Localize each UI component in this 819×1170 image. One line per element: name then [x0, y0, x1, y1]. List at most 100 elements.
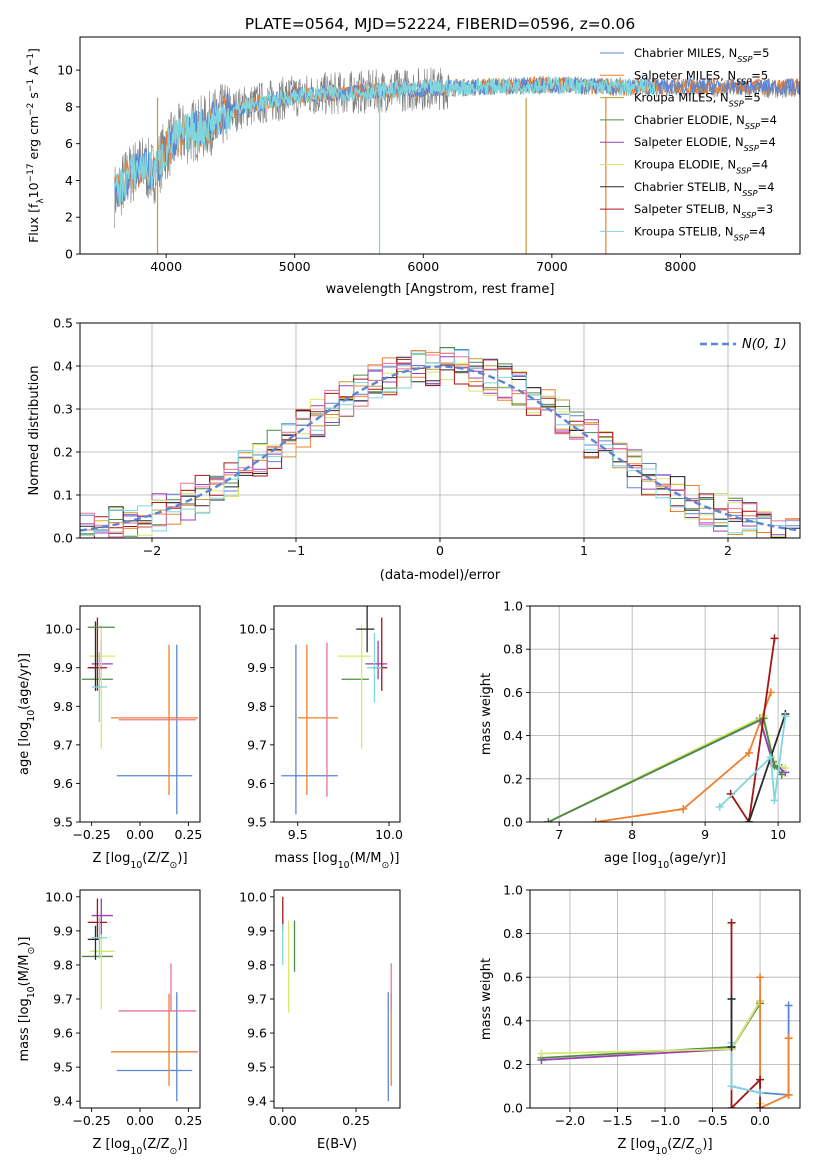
y-tick-label: 9.6 — [53, 776, 73, 791]
x-tick-label: 7000 — [536, 259, 568, 274]
age_vs_Z-xlabel-part: )] — [177, 851, 187, 866]
x-tick-label: 9.5 — [288, 827, 308, 842]
errorbar-point — [365, 640, 388, 680]
y-tick-label: 0.4 — [503, 728, 523, 743]
weight_vs_Z-xlabel-part: )] — [702, 1137, 712, 1152]
legend-label: Chabrier ELODIE, NSSP=4 — [634, 113, 777, 131]
y-tick-label: 0.0 — [503, 1101, 523, 1116]
legend-label-part: =5 — [751, 68, 768, 82]
y-tick-label: 0.6 — [503, 970, 523, 985]
errorbar-point — [87, 898, 108, 940]
weight-marker — [756, 1104, 765, 1108]
x-tick-label: 6000 — [407, 259, 439, 274]
age_vs_mass-errorbars — [281, 606, 388, 815]
errorbar-point — [337, 625, 371, 749]
spectrum-ylabel-part: λ — [36, 198, 46, 204]
legend-label-part: =3 — [756, 202, 773, 216]
legend-label-part: Chabrier MILES, N — [634, 46, 737, 60]
mass_vs_Z-panel: −0.25 0.00 0.25 9.4 9.5 9.6 9.7 9.8 9.9 10.0 Z [lo… — [17, 889, 202, 1156]
weight_vs_Z-ylabel: mass weight — [479, 958, 494, 1040]
weight_vs_age-xlabel-part: age [log — [604, 851, 657, 866]
y-tick-label: 10.0 — [45, 889, 73, 904]
spectrum-model-kroupa_stelib — [114, 76, 656, 207]
y-tick-label: 9.5 — [247, 1060, 267, 1075]
legend-label: Kroupa ELODIE, NSSP=4 — [634, 158, 768, 176]
weight-marker — [770, 634, 779, 643]
age_vs_mass-xlabel-part: ⊙ — [381, 860, 389, 871]
legend-label: Chabrier MILES, NSSP=5 — [634, 46, 769, 64]
axes-frame — [273, 605, 401, 823]
weight_vs_age-xlabel-part: (age/yr)] — [669, 851, 726, 866]
y-tick-label: 1.0 — [503, 599, 523, 614]
legend-label: Salpeter STELIB, NSSP=3 — [634, 202, 773, 220]
weight_vs_age-lines — [544, 634, 790, 822]
weight-marker — [756, 1075, 765, 1084]
weight-marker — [679, 805, 688, 814]
y-tick-label: 0.2 — [503, 1057, 523, 1072]
y-tick-label: 6 — [65, 136, 73, 151]
gaussian-legend-label: N(0, 1) — [742, 337, 787, 352]
age_vs_mass-xlabel-part: 10 — [338, 860, 350, 871]
y-tick-label: 9.9 — [247, 660, 267, 675]
y-tick-label: 10 — [57, 63, 73, 78]
y-tick-label: 0.0 — [53, 531, 73, 546]
legend-label-part: Kroupa MILES, N — [634, 91, 729, 105]
spectrum-ylabel-part: Flux [f — [26, 203, 41, 243]
legend-label-part: Chabrier STELIB, N — [634, 180, 742, 194]
y-tick-label: 0.4 — [53, 359, 73, 374]
weight-marker — [777, 770, 786, 779]
legend-label-part: =4 — [757, 180, 774, 194]
weight-marker — [756, 973, 765, 982]
mass_vs_Z-errorbars — [81, 898, 199, 1102]
weight_vs_Z-xlabel-part: Z [log — [617, 1137, 655, 1152]
x-tick-label: −1.0 — [650, 1113, 680, 1128]
errorbar-point — [297, 644, 338, 795]
y-tick-label: 9.5 — [53, 815, 73, 830]
errorbar-point — [367, 633, 382, 703]
legend-label-sub: SSP — [742, 188, 757, 198]
x-tick-label: 7 — [555, 827, 563, 842]
y-tick-label: 0.6 — [503, 685, 523, 700]
x-tick-label: 8 — [628, 827, 636, 842]
weight-series-kroupa_stelib — [719, 716, 787, 808]
y-tick-label: 9.6 — [53, 1026, 73, 1041]
age_vs_mass-xlabel-part: mass [log — [275, 851, 338, 866]
spectrum-lines — [114, 67, 800, 254]
x-tick-label: 1 — [580, 543, 588, 558]
weight-marker — [784, 1034, 793, 1043]
age_vs_mass-xlabel-part: )] — [389, 851, 399, 866]
y-tick-label: 0.1 — [53, 488, 73, 503]
x-tick-label: 0.25 — [342, 1113, 370, 1128]
errorbar-point — [118, 963, 197, 1012]
y-tick-label: 0.2 — [53, 445, 73, 460]
y-tick-label: 2 — [65, 210, 73, 225]
y-tick-label: 0.8 — [503, 642, 523, 657]
y-tick-label: 9.9 — [247, 923, 267, 938]
errorbar-point — [91, 652, 108, 722]
y-tick-label: 4 — [65, 173, 73, 188]
y-tick-label: 9.6 — [247, 1026, 267, 1041]
x-tick-label: 4000 — [150, 259, 182, 274]
weight-marker — [756, 1088, 765, 1097]
mass_vs_Z-ylabel-part: (M/M — [17, 955, 32, 987]
weight-marker — [727, 1042, 736, 1051]
legend-label-sub: SSP — [729, 99, 744, 109]
weight-marker — [715, 802, 724, 811]
x-tick-label: 0.00 — [126, 1113, 154, 1128]
weight-marker — [537, 1049, 546, 1058]
spectrum-ylabel-part: −17 — [26, 163, 36, 182]
weight_vs_Z-xlabel-part: (Z/Z — [667, 1137, 694, 1152]
legend-label-part: =5 — [744, 91, 761, 105]
mass_vs_EBV-xlabel: E(B-V) — [317, 1137, 357, 1152]
x-tick-label: 5000 — [279, 259, 311, 274]
spectrum-ylabel: Flux [fλ10−17 erg cm−2 s−1 A−1] — [26, 48, 46, 243]
age_vs_Z-xlabel-part: (Z/Z — [142, 851, 169, 866]
x-tick-label: 2 — [724, 543, 732, 558]
age_vs_Z-xlabel-part: ⊙ — [170, 860, 178, 871]
weight-marker — [727, 1104, 736, 1108]
y-tick-label: 9.6 — [247, 776, 267, 791]
mass_vs_Z-xlabel-part: )] — [177, 1137, 187, 1152]
legend-label-part: Kroupa STELIB, N — [634, 224, 734, 238]
spectrum-ylabel-part: s — [26, 92, 41, 103]
